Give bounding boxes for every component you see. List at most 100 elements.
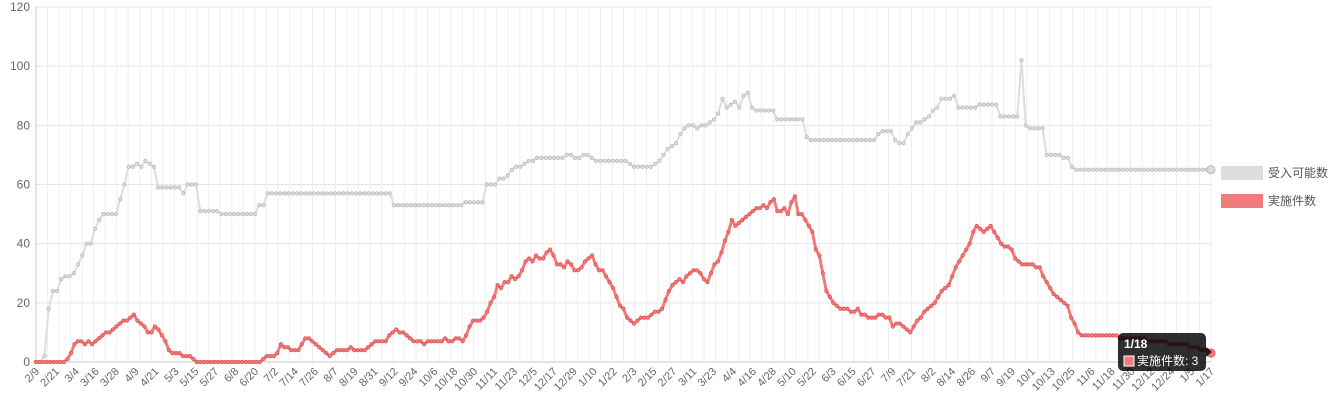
data-point[interactable] [417,203,422,208]
data-point[interactable] [1027,262,1032,267]
data-point[interactable] [1048,152,1054,158]
data-point[interactable] [821,138,826,143]
data-point[interactable] [61,359,67,365]
legend-item[interactable]: 実施件数 [1221,193,1316,208]
data-point[interactable] [577,155,582,160]
data-point[interactable] [1015,114,1020,119]
data-point[interactable] [930,108,936,113]
data-point[interactable] [348,345,353,350]
data-point[interactable] [537,256,542,261]
data-point[interactable] [113,211,119,217]
data-point[interactable] [556,155,561,160]
data-point[interactable] [712,262,717,267]
data-point[interactable] [817,138,822,143]
data-point[interactable] [684,274,689,279]
data-point[interactable] [67,274,72,279]
data-point[interactable] [366,345,371,350]
data-point[interactable] [817,253,822,258]
data-point[interactable] [1048,285,1053,291]
data-point[interactable] [799,211,804,217]
data-point[interactable] [436,339,441,344]
data-point[interactable] [1072,321,1077,326]
data-point[interactable] [110,327,116,332]
data-point[interactable] [642,315,647,320]
data-point[interactable] [100,333,105,338]
data-point[interactable] [610,285,616,291]
data-point[interactable] [71,271,77,276]
data-point[interactable] [341,348,346,353]
data-point[interactable] [813,138,818,143]
data-point[interactable] [219,359,224,365]
data-point[interactable] [1044,280,1049,285]
data-point[interactable] [1006,244,1011,249]
data-point[interactable] [701,277,707,282]
data-point[interactable] [989,102,995,107]
data-point[interactable] [159,333,164,338]
data-point[interactable] [166,348,171,353]
data-point[interactable] [680,280,686,285]
data-point[interactable] [118,197,123,202]
data-point[interactable] [514,164,519,169]
data-point[interactable] [806,223,811,229]
data-point[interactable] [758,108,763,113]
data-point[interactable] [698,271,703,276]
data-point[interactable] [978,226,983,231]
data-point[interactable] [143,158,148,163]
data-point[interactable] [526,256,532,261]
data-point[interactable] [770,108,776,113]
data-point[interactable] [184,353,189,359]
data-point[interactable] [1158,167,1163,172]
data-point[interactable] [404,203,409,208]
data-point[interactable] [656,309,661,314]
data-point[interactable] [985,102,990,107]
data-point[interactable] [1103,333,1109,338]
data-point[interactable] [65,356,70,362]
data-point[interactable] [981,102,986,107]
data-point[interactable] [1065,155,1070,160]
data-point[interactable] [362,348,367,353]
data-point[interactable] [766,108,771,113]
data-point[interactable] [1166,167,1171,172]
data-point[interactable] [240,211,245,217]
data-point[interactable] [716,111,721,116]
data-point[interactable] [561,265,567,270]
data-point[interactable] [530,158,536,163]
data-point[interactable] [619,158,624,163]
data-point[interactable] [768,200,773,205]
data-point[interactable] [657,158,662,163]
data-point[interactable] [757,206,762,211]
data-point[interactable] [353,191,359,196]
data-point[interactable] [994,102,999,107]
data-point[interactable] [572,155,578,160]
data-point[interactable] [761,203,766,208]
data-point[interactable] [800,117,805,122]
data-point[interactable] [1128,167,1134,172]
data-point[interactable] [303,191,308,196]
data-point[interactable] [869,315,874,320]
data-point[interactable] [661,152,666,158]
data-point[interactable] [1175,167,1180,172]
data-point[interactable] [850,138,856,143]
data-point[interactable] [936,294,941,300]
data-point[interactable] [762,108,767,113]
data-point[interactable] [404,333,409,338]
data-point[interactable] [600,268,605,273]
data-point[interactable] [421,203,426,208]
data-point[interactable] [345,348,350,353]
data-point[interactable] [824,288,829,294]
data-point[interactable] [1103,167,1108,172]
data-point[interactable] [943,96,948,101]
data-point[interactable] [804,135,809,140]
data-point[interactable] [495,282,500,288]
data-point[interactable] [44,359,49,365]
data-point[interactable] [180,353,185,359]
data-point[interactable] [327,353,332,359]
data-point[interactable] [480,200,485,205]
data-point[interactable] [998,114,1003,119]
data-point[interactable] [324,351,329,356]
data-point[interactable] [732,99,738,104]
data-point[interactable] [121,318,126,323]
data-point[interactable] [1090,167,1096,172]
data-point[interactable] [105,211,110,217]
data-point[interactable] [412,203,418,208]
